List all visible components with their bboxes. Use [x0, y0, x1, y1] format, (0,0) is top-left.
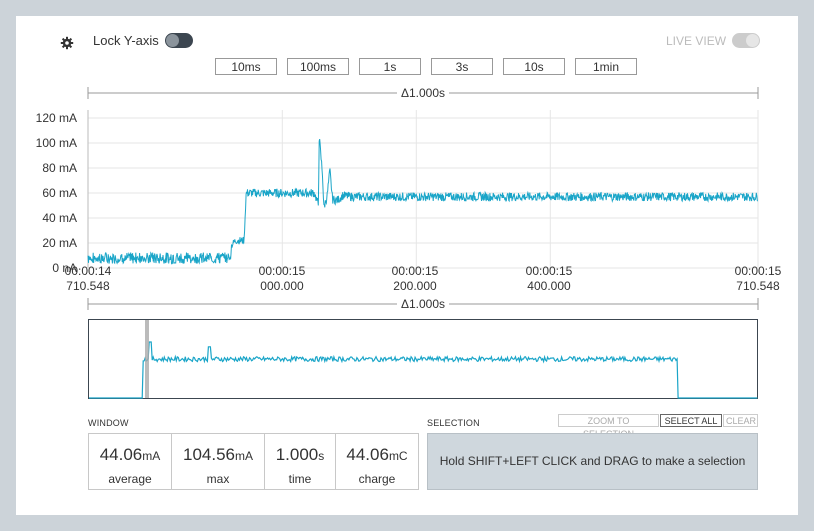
overview-strip[interactable] — [88, 319, 759, 400]
stat-unit: mA — [235, 449, 253, 463]
y-tick-label: 80 mA — [42, 161, 77, 175]
selection-hint: Hold SHIFT+LEFT CLICK and DRAG to make a… — [439, 454, 746, 468]
x-tick-0: 00:00:14 710.548 — [60, 264, 116, 294]
window-100ms-button[interactable]: 100ms — [287, 58, 349, 75]
lock-y-axis-label: Lock Y-axis — [93, 33, 159, 48]
stat-charge: 44.06mC charge — [335, 433, 419, 490]
y-tick-label: 60 mA — [42, 186, 77, 200]
x-tick-sub: 400.000 — [527, 279, 571, 293]
stat-value: 104.56 — [183, 445, 235, 464]
live-view-label: LIVE VIEW — [666, 34, 727, 48]
x-tick-time: 00:00:15 — [258, 264, 306, 278]
stat-label: average — [108, 472, 152, 486]
x-tick-time: 00:00:14 — [64, 264, 112, 278]
stat-value: 44.06 — [346, 445, 389, 464]
delta-label-bg — [397, 85, 449, 99]
overview-window-handle[interactable] — [145, 320, 149, 398]
x-tick-4: 00:00:15 710.548 — [730, 264, 786, 294]
x-tick-time: 00:00:15 — [525, 264, 573, 278]
live-view-toggle[interactable] — [732, 33, 760, 48]
stat-max: 104.56mA max — [171, 433, 265, 490]
x-tick-time: 00:00:15 — [391, 264, 439, 278]
stat-time: 1.000s time — [264, 433, 336, 490]
delta-label-bg — [397, 297, 449, 311]
selection-title: SELECTION — [427, 418, 480, 428]
window-1min-button[interactable]: 1min — [575, 58, 637, 75]
overview-trace-line — [89, 341, 758, 399]
stat-label: charge — [358, 472, 396, 486]
window-3s-button[interactable]: 3s — [431, 58, 493, 75]
x-tick-time: 00:00:15 — [734, 264, 782, 278]
y-tick-label: 0 nA — [52, 261, 77, 275]
stat-unit: mC — [388, 449, 408, 463]
toggle-knob — [166, 34, 179, 47]
window-10ms-button[interactable]: 10ms — [215, 58, 277, 75]
stat-label: max — [206, 472, 230, 486]
stat-label: time — [288, 472, 312, 486]
current-chart[interactable]: Δ1.000s 120 mA 100 mA 80 mA 60 mA 40 mA 20 mA… — [16, 84, 798, 304]
stat-unit: s — [318, 449, 325, 463]
x-tick-sub: 710.548 — [66, 279, 110, 293]
x-tick-2: 00:00:15 200.000 — [387, 264, 443, 294]
lock-y-axis-toggle[interactable] — [165, 33, 193, 48]
delta-label-bottom: Δ1.000s — [401, 297, 445, 311]
y-tick-label: 20 mA — [42, 236, 77, 250]
stat-value: 44.06 — [99, 445, 143, 464]
selection-box[interactable]: Hold SHIFT+LEFT CLICK and DRAG to make a… — [427, 433, 758, 490]
power-profiler-panel: Lock Y-axis LIVE VIEW 10ms 100ms 1s 3s 1… — [16, 16, 798, 515]
x-tick-sub: 000.000 — [260, 279, 304, 293]
select-all-button[interactable]: SELECT ALL — [660, 414, 722, 427]
x-tick-sub: 710.548 — [736, 279, 780, 293]
y-tick-label: 120 mA — [36, 111, 77, 125]
settings-gear-icon[interactable] — [60, 36, 74, 50]
toggle-knob — [746, 34, 759, 47]
zoom-to-selection-button[interactable]: ZOOM TO SELECTION — [558, 414, 659, 439]
y-tick-label: 100 mA — [36, 136, 77, 150]
x-tick-1: 00:00:15 000.000 — [254, 264, 310, 294]
x-tick-sub: 200.000 — [393, 279, 437, 293]
stat-value: 1.000 — [275, 445, 319, 464]
window-1s-button[interactable]: 1s — [359, 58, 421, 75]
current-trace-line — [87, 138, 759, 265]
window-title: WINDOW — [88, 418, 129, 428]
stat-average: 44.06mA average — [88, 433, 172, 490]
clear-selection-button[interactable]: CLEAR — [723, 414, 758, 427]
stat-unit: mA — [142, 449, 161, 463]
delta-bar-bottom: Δ1.000s — [87, 297, 759, 311]
y-tick-label: 40 mA — [42, 211, 77, 225]
delta-label-top: Δ1.000s — [401, 86, 445, 100]
window-10s-button[interactable]: 10s — [503, 58, 565, 75]
x-tick-3: 00:00:15 400.000 — [521, 264, 577, 294]
